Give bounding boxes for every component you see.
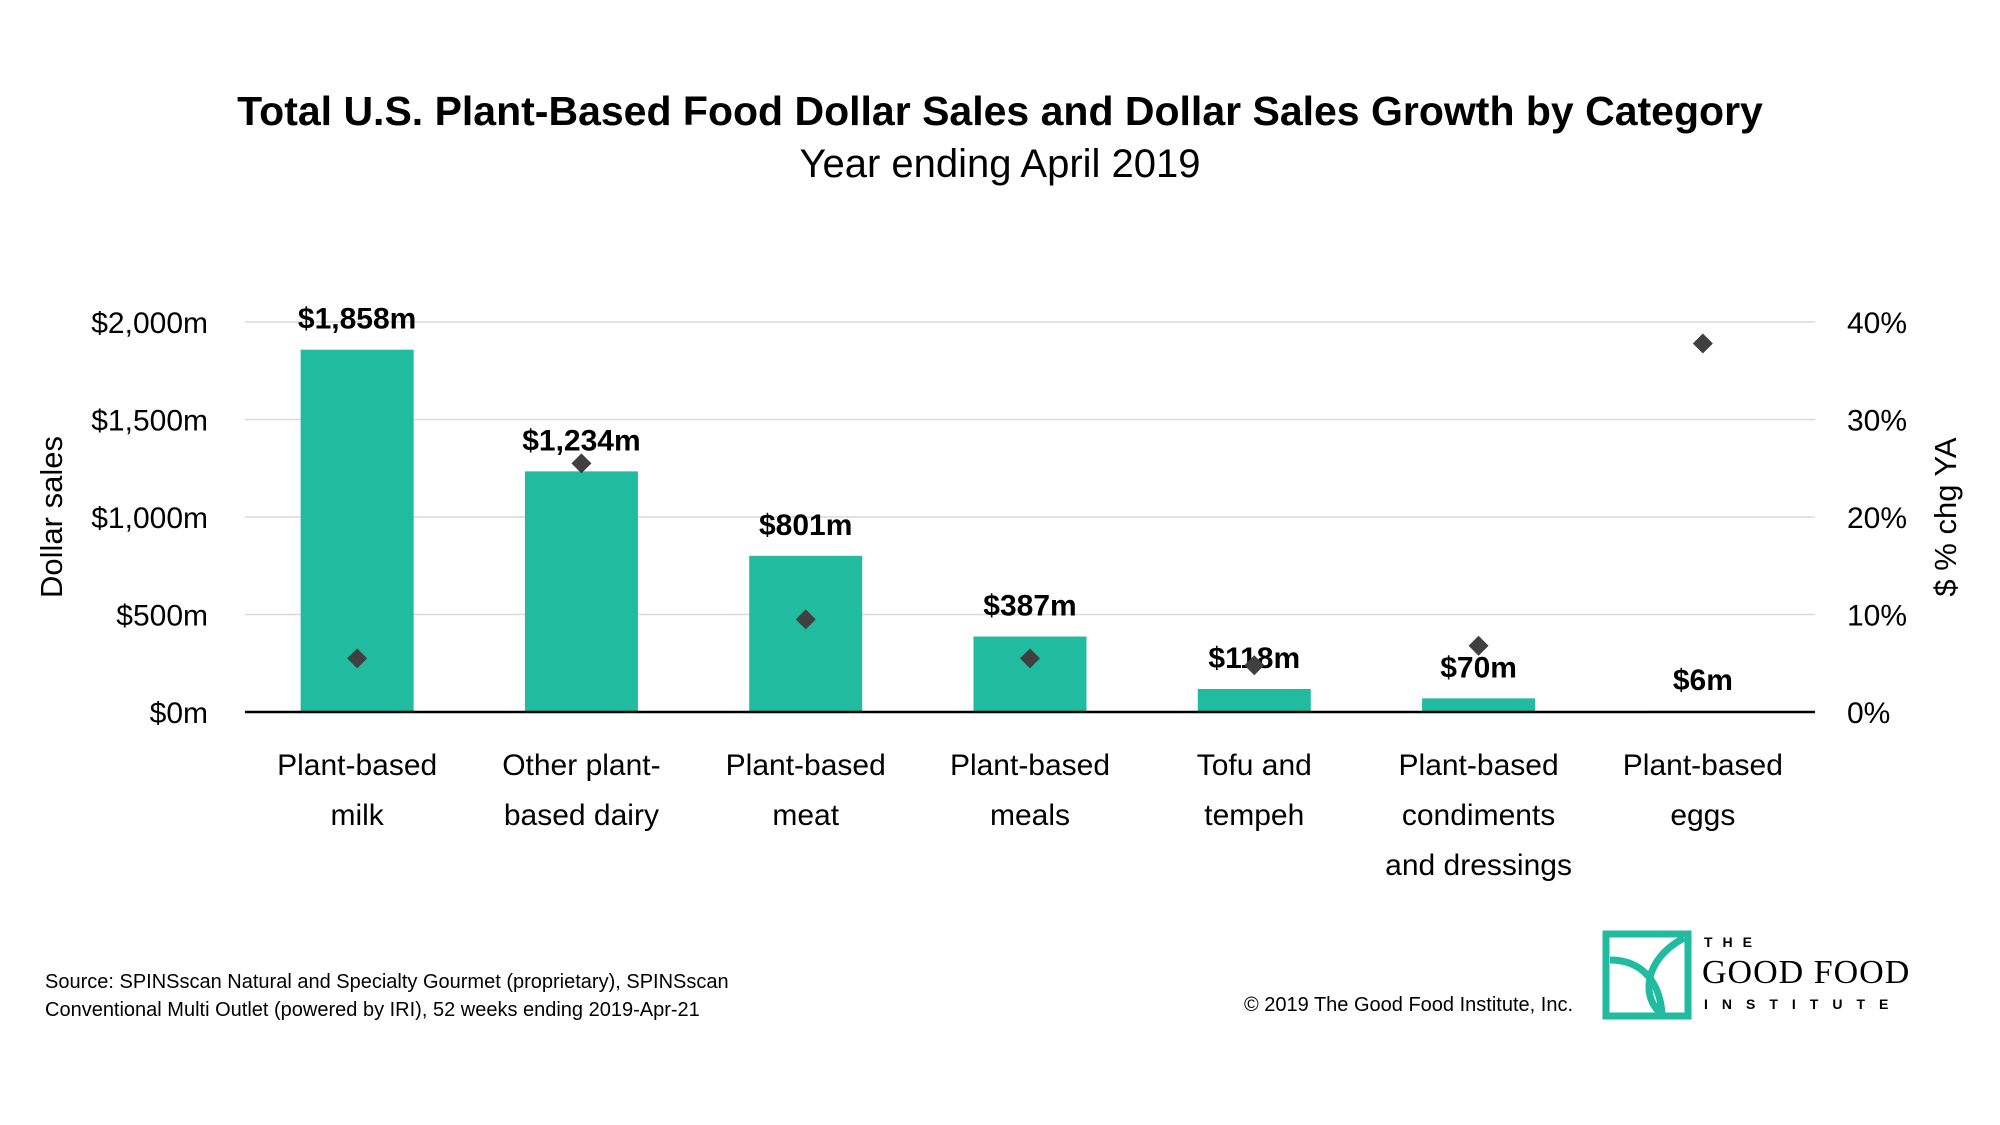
leaf-logo-icon bbox=[1602, 930, 1692, 1020]
growth-point bbox=[347, 648, 368, 669]
bar bbox=[524, 471, 638, 712]
x-tick-label: Plant-based bbox=[726, 749, 886, 782]
y-left-axis-label: Dollar sales bbox=[34, 436, 69, 598]
bar-data-label: $70m bbox=[1440, 651, 1517, 684]
growth-point bbox=[1468, 635, 1489, 656]
y-right-tick-label: 40% bbox=[1847, 307, 1907, 340]
y-left-tick-label: $1,500m bbox=[91, 405, 208, 438]
y-left-tick-label: $0m bbox=[150, 697, 208, 730]
logo-text-main: GOOD FOOD bbox=[1702, 954, 1911, 991]
y-left-tick-label: $2,000m bbox=[91, 307, 208, 340]
bar-data-label: $1,234m bbox=[522, 424, 640, 457]
x-tick-label: milk bbox=[330, 799, 384, 832]
bar bbox=[1197, 688, 1311, 712]
bar-data-label: $1,858m bbox=[298, 303, 416, 336]
growth-point bbox=[1020, 648, 1040, 669]
x-tick-label: Plant-based bbox=[277, 749, 437, 782]
x-tick-label: eggs bbox=[1670, 799, 1735, 832]
source-line-1: Source: SPINSscan Natural and Specialty … bbox=[45, 971, 729, 993]
x-tick-label: Plant-based bbox=[1399, 749, 1559, 782]
source-line-2: Conventional Multi Outlet (powered by IR… bbox=[45, 999, 700, 1021]
x-tick-label: Other plant- bbox=[502, 749, 660, 782]
bar-data-label: $387m bbox=[983, 590, 1076, 623]
growth-point bbox=[1244, 655, 1265, 676]
bar-data-label: $801m bbox=[759, 509, 852, 542]
growth-point bbox=[571, 453, 592, 474]
x-tick-label: meals bbox=[990, 799, 1070, 832]
y-right-tick-label: 20% bbox=[1847, 502, 1907, 535]
y-right-tick-label: 0% bbox=[1847, 697, 1890, 730]
x-tick-label: Plant-based bbox=[1623, 749, 1783, 782]
y-right-tick-label: 10% bbox=[1847, 600, 1907, 633]
growth-point bbox=[795, 609, 816, 630]
x-tick-label: Tofu and bbox=[1197, 749, 1312, 782]
x-tick-label: meat bbox=[772, 799, 839, 832]
logo-text-top: THE bbox=[1704, 934, 1762, 950]
source-note: Source: SPINSscan Natural and Specialty … bbox=[45, 968, 729, 1024]
chart-subtitle: Year ending April 2019 bbox=[799, 142, 1201, 186]
chart-title: Total U.S. Plant-Based Food Dollar Sales… bbox=[237, 88, 1763, 134]
x-tick-label: based dairy bbox=[504, 799, 659, 832]
logo-text-bottom: INSTITUTE bbox=[1704, 996, 1903, 1012]
bar bbox=[749, 555, 863, 712]
x-tick-label: condiments bbox=[1402, 799, 1555, 832]
x-tick-label: Plant-based bbox=[950, 749, 1110, 782]
x-tick-label: tempeh bbox=[1204, 799, 1304, 832]
y-left-tick-label: $500m bbox=[116, 600, 208, 633]
growth-point bbox=[1692, 333, 1713, 354]
y-right-tick-label: 30% bbox=[1847, 405, 1907, 438]
copyright: © 2019 The Good Food Institute, Inc. bbox=[1243, 994, 1573, 1016]
bar-data-label: $6m bbox=[1673, 664, 1733, 697]
y-right-axis-label: $ % chg YA bbox=[1928, 437, 1963, 596]
x-tick-label: and dressings bbox=[1385, 849, 1572, 882]
bar bbox=[1422, 698, 1536, 712]
good-food-institute-logo: THE GOOD FOOD INSTITUTE bbox=[1602, 930, 1922, 1020]
y-left-tick-label: $1,000m bbox=[91, 502, 208, 535]
bar bbox=[973, 636, 1087, 712]
